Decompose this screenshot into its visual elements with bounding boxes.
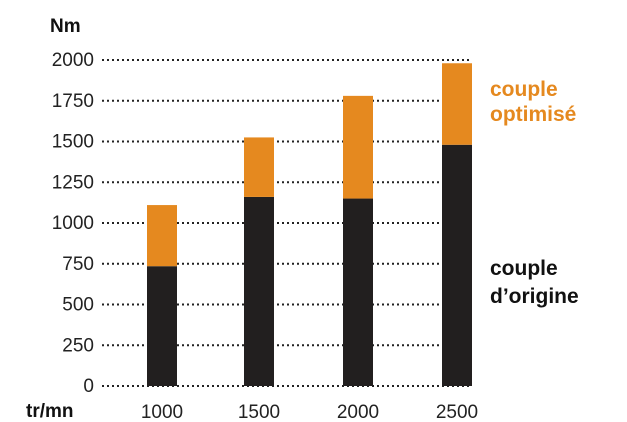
bar-optimized-1500 bbox=[244, 137, 274, 197]
y-tick-label: 750 bbox=[62, 254, 94, 275]
legend-original: couple d’origine bbox=[490, 257, 579, 308]
y-tick-label: 1500 bbox=[52, 132, 94, 153]
bar-original-2000 bbox=[343, 198, 373, 386]
y-tick-label: 500 bbox=[62, 295, 94, 316]
x-axis-unit: tr/mn bbox=[26, 401, 74, 422]
y-tick-label: 1250 bbox=[52, 172, 94, 193]
legend-optimized-line1: couple bbox=[490, 78, 558, 101]
bar-original-1000 bbox=[147, 266, 177, 386]
y-tick-label: 1750 bbox=[52, 91, 94, 112]
bar-optimized-2500 bbox=[442, 63, 472, 145]
x-tick-label: 2000 bbox=[337, 402, 379, 422]
bar-original-2500 bbox=[442, 144, 472, 386]
bar-optimized-2000 bbox=[343, 95, 373, 199]
x-tick-label: 2500 bbox=[436, 402, 478, 422]
legend-optimized-line2: optimisé bbox=[490, 103, 576, 126]
bar-optimized-1000 bbox=[147, 205, 177, 267]
bar-original-1500 bbox=[244, 196, 274, 386]
y-tick-label: 1000 bbox=[52, 213, 94, 234]
y-tick-label: 2000 bbox=[52, 50, 94, 71]
x-tick-labels: 1000 1500 2000 2500 bbox=[141, 402, 478, 422]
legend-optimized: couple optimisé bbox=[490, 78, 576, 126]
x-tick-label: 1500 bbox=[238, 402, 280, 422]
y-tick-labels: 0 250 500 750 1000 1250 1500 1750 2000 bbox=[52, 50, 94, 397]
legend-original-line1: couple bbox=[490, 257, 558, 280]
bars bbox=[147, 63, 472, 386]
y-axis-unit: Nm bbox=[50, 16, 81, 37]
legend-original-line2: d’origine bbox=[490, 285, 579, 308]
x-tick-label: 1000 bbox=[141, 402, 183, 422]
y-tick-label: 250 bbox=[62, 335, 94, 356]
y-tick-label: 0 bbox=[83, 376, 94, 397]
